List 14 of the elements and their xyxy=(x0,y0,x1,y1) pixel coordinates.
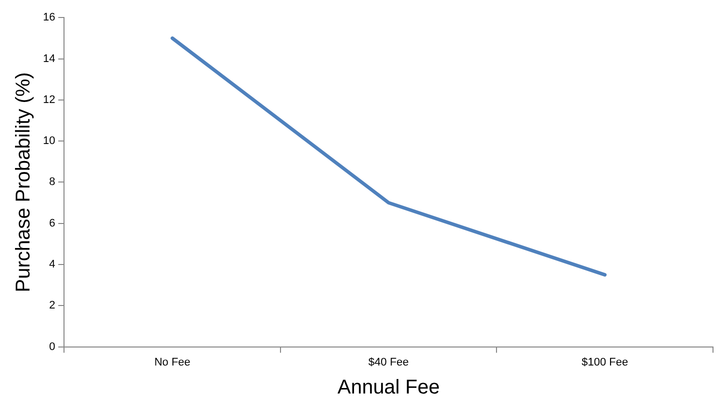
y-tick-label: 2 xyxy=(49,300,56,312)
y-tick-label: 12 xyxy=(42,94,56,106)
y-tick-label: 8 xyxy=(49,176,56,188)
y-tick-label: 4 xyxy=(49,258,56,271)
y-tick-label: 10 xyxy=(42,135,56,148)
x-tick-label: $40 Fee xyxy=(368,356,409,368)
y-tick-label: 14 xyxy=(42,52,56,65)
x-tick-label: No Fee xyxy=(154,356,190,368)
y-tick-label: 0 xyxy=(49,340,56,353)
y-tick-label: 16 xyxy=(42,12,56,24)
y-tick-label: 6 xyxy=(49,217,56,230)
x-axis-title: Annual Fee xyxy=(337,376,440,399)
x-tick-label: $100 Fee xyxy=(582,356,628,368)
y-axis-title: Purchase Probability (%) xyxy=(12,72,35,292)
